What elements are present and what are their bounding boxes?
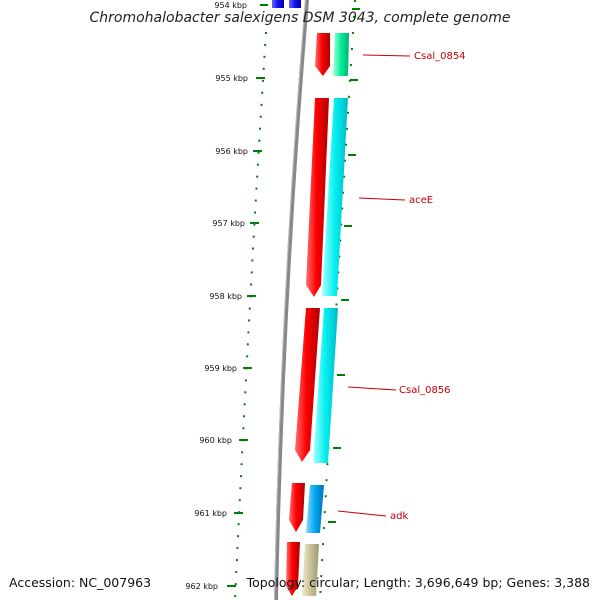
leader-adk (337, 510, 387, 517)
leader-acee (358, 197, 406, 201)
map-title: Chromohalobacter salexigens DSM 3043, co… (89, 10, 511, 26)
topology-text: Topology: circular; Length: 3,696,649 bp… (246, 575, 590, 590)
label-leaders (337, 54, 411, 517)
backbone-arc-highlight (274, 0, 306, 600)
gene-labels: Csal_0854 aceE Csal_0856 adk (390, 51, 466, 522)
tick-label-958: 958 kbp (209, 292, 242, 301)
gene-label-csal-0856: Csal_0856 (399, 385, 451, 396)
scale-labels: 954 kbp 955 kbp 956 kbp 957 kbp 958 kbp … (185, 1, 248, 591)
cds-arrow-acee (306, 98, 329, 297)
tick-label-961: 961 kbp (194, 509, 227, 518)
top-blast-hits (272, 0, 301, 28)
feature-bar-adk (306, 485, 324, 533)
feature-bar-csal-0856 (313, 308, 338, 463)
cds-arrow-csal-0856 (295, 308, 320, 462)
blast-hit-1 (272, 0, 284, 8)
feature-bar-acee (322, 98, 348, 296)
gene-label-adk: adk (390, 511, 408, 522)
accession-text: Accession: NC_007963 (9, 575, 152, 590)
cds-features (286, 33, 330, 596)
cds-arrow-last (286, 542, 300, 596)
scale-ticks (227, 4, 268, 587)
tick-label-959: 959 kbp (204, 364, 237, 373)
cds-arrow-adk (289, 483, 305, 532)
leader-csal-0856 (347, 386, 397, 391)
feature-bar-last (302, 544, 319, 596)
gene-label-csal-0854: Csal_0854 (414, 51, 466, 62)
feature-bar-csal-0854 (333, 33, 349, 76)
dotted-ring-right (319, 0, 356, 600)
cds-arrow-csal-0854 (315, 33, 330, 76)
tick-label-962: 962 kbp (185, 582, 218, 591)
dotted-ring-left (234, 31, 267, 600)
tick-label-960: 960 kbp (199, 436, 232, 445)
tick-label-956: 956 kbp (215, 147, 248, 156)
feature-bars (302, 33, 349, 596)
gene-label-acee: aceE (409, 195, 433, 206)
right-ring-ticks (328, 8, 360, 523)
leader-csal-0854 (362, 54, 411, 57)
tick-label-955: 955 kbp (215, 74, 248, 83)
blast-hit-2 (289, 0, 301, 8)
tick-label-957: 957 kbp (212, 219, 245, 228)
tick-label-954: 954 kbp (214, 1, 247, 10)
blast-hit-fade (272, 8, 301, 28)
backbone-arc (274, 0, 309, 600)
